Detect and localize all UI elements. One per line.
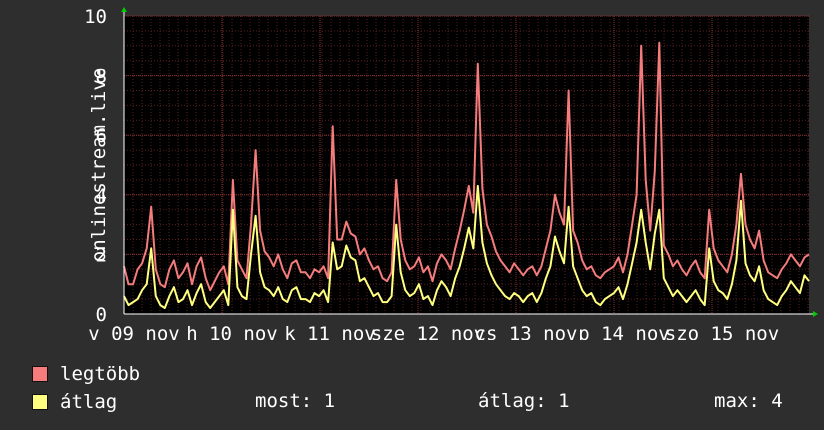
y-axis-label: onlinestream.live [88,67,111,263]
stat-average: átlag: 1 [478,390,570,412]
x-tick-label: h 10 nov [186,323,278,340]
legend-swatch-max [32,366,48,382]
stat-now: most: 1 [255,390,336,412]
legend-label-avg: átlag [60,391,118,413]
x-tick-label: szo 15 nov [665,323,779,340]
x-tick-label: k 11 nov [284,323,376,340]
y-tick-labels: 0 2 4 6 8 10 [84,6,107,326]
y-tick-label: 0 [96,304,107,326]
series-line-avg [123,184,810,309]
legend-item-max: legtöbb [32,362,140,386]
axes [121,7,818,317]
y-tick-label: 4 [96,185,107,207]
legend-item-avg: átlag [32,390,117,414]
y-tick-label: 2 [96,244,107,266]
x-tick-label: sze 12 nov [371,323,485,340]
y-tick-label: 10 [84,6,107,28]
y-tick-label: 8 [96,66,107,88]
x-axis-arrow [813,311,818,317]
series-line-max [123,41,810,292]
legend-swatch-avg [32,394,48,410]
stat-max: max: 4 [714,390,783,412]
legend-label-max: legtöbb [60,363,141,385]
x-tick-label: p 14 nov [578,323,670,340]
x-tick-label: v 09 nov [88,323,180,340]
x-tick-label: cs 13 nov [475,323,578,340]
y-axis-arrow [121,7,127,12]
series [123,41,810,309]
y-tick-label: 6 [96,125,107,147]
